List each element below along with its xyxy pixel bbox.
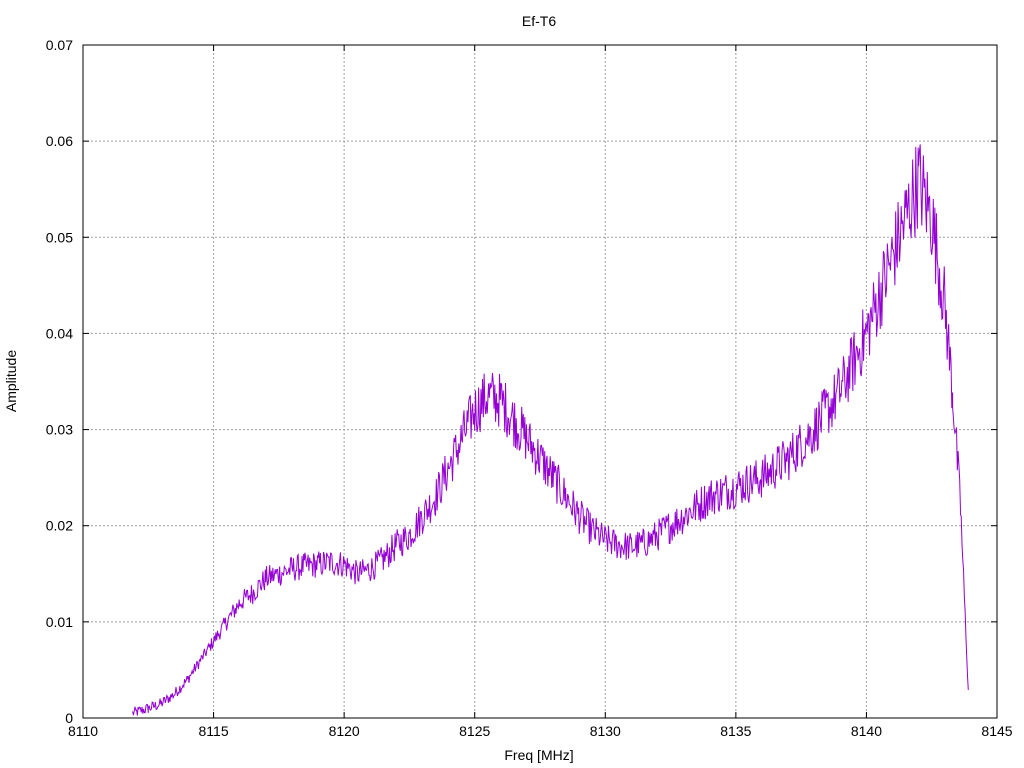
y-tick-label: 0.03	[46, 422, 73, 438]
y-tick-label: 0.07	[46, 37, 73, 53]
x-tick-label: 8140	[851, 723, 882, 739]
y-tick-label: 0.01	[46, 614, 73, 630]
series-line	[132, 144, 969, 716]
x-tick-label: 8145	[981, 723, 1012, 739]
x-axis-label: Freq [MHz]	[504, 747, 573, 763]
chart-title: Ef-T6	[522, 13, 556, 29]
y-axis-label: Amplitude	[3, 350, 19, 412]
y-tick-label: 0.04	[46, 325, 73, 341]
ticks-layer: 8110 8115 8120 8125 8130 8135 8140 8145 0 0.01 0.0…	[46, 37, 1013, 739]
x-tick-label: 8120	[329, 723, 360, 739]
plot-frame	[82, 44, 998, 719]
y-tick-label: 0.06	[46, 133, 73, 149]
x-tick-label: 8110	[68, 723, 98, 739]
y-tick-label: 0	[65, 710, 73, 726]
x-tick-label: 8135	[720, 723, 751, 739]
y-tick-label: 0.02	[46, 518, 73, 534]
grid-layer	[83, 45, 997, 718]
y-tick-label: 0.05	[46, 229, 73, 245]
x-tick-label: 8115	[199, 723, 229, 739]
x-tick-label: 8130	[590, 723, 621, 739]
x-tick-label: 8125	[459, 723, 490, 739]
